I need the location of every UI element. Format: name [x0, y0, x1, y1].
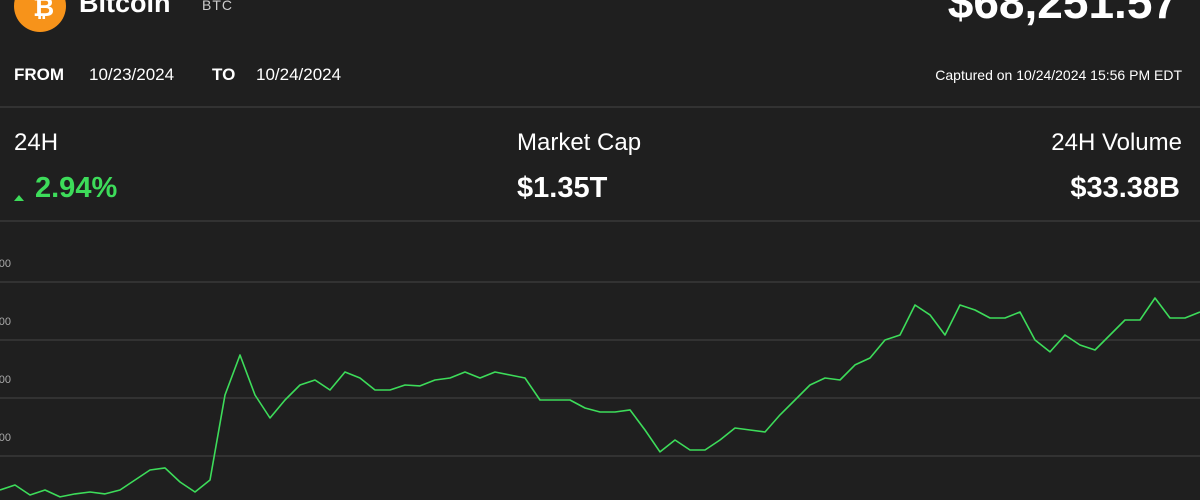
y-tick-label: 67,000 [0, 432, 11, 444]
stat-label: 24H [14, 129, 59, 156]
y-tick-label: 67,500 [0, 374, 11, 386]
price-line [0, 297, 1200, 498]
from-date: 10/23/2024 [89, 65, 175, 84]
to-label: TO [212, 65, 236, 84]
stat-label: Market Cap [517, 129, 642, 156]
to-date: 10/24/2024 [256, 65, 342, 84]
coin-logo [14, 0, 66, 32]
coin-logo-symbol: ₿ [33, 0, 54, 22]
stat-label: 24H Volume [1051, 129, 1182, 156]
price: $68,251.57 [947, 0, 1178, 28]
captured: Captured on 10/24/2024 15:56 PM EDT [935, 67, 1182, 83]
stat-value: $1.35T [517, 172, 608, 204]
up-arrow [14, 195, 24, 201]
stat-value: $33.38B [1070, 172, 1180, 204]
y-tick-label: 68,500 [0, 258, 11, 270]
stat-value: 2.94% [35, 172, 118, 204]
y-tick-label: 68,000 [0, 316, 11, 328]
from-label: FROM [14, 65, 65, 84]
coin-name: Bitcoin [79, 0, 171, 18]
coin-symbol: BTC [202, 0, 233, 13]
